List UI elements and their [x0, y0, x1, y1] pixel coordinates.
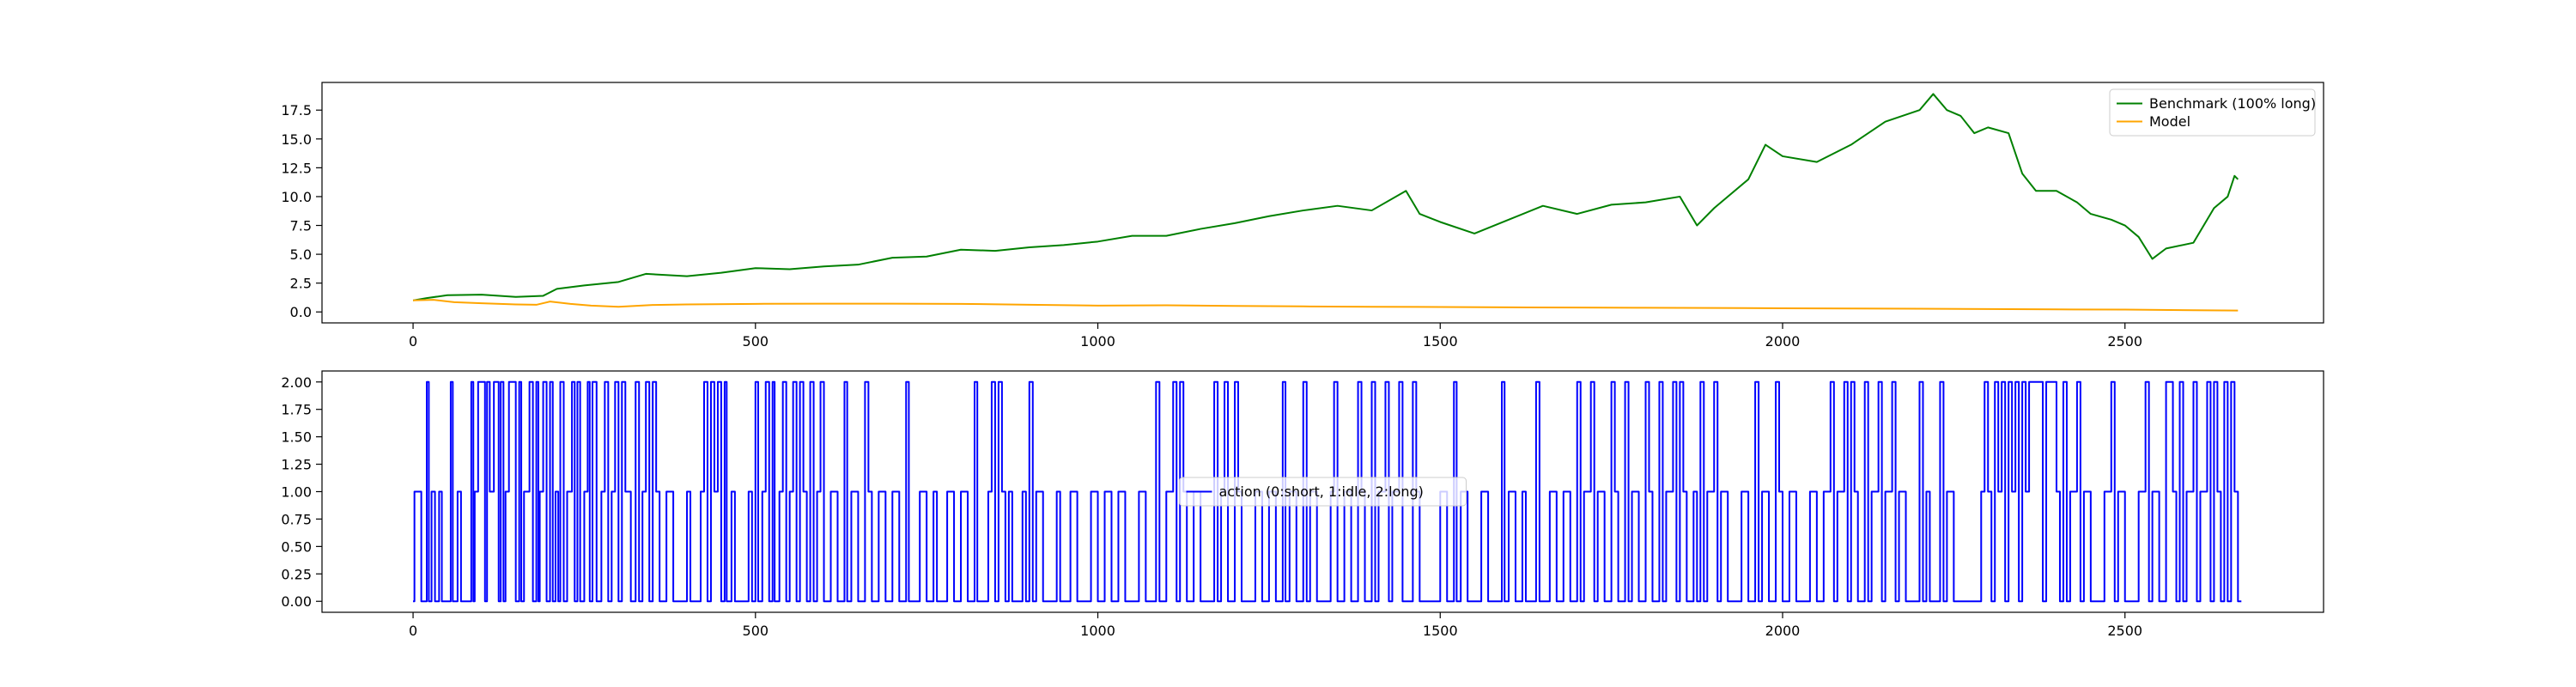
x-tick-label-0-4: 2000: [1765, 333, 1801, 350]
x-tick-label-1-0: 0: [409, 623, 417, 639]
x-tick-label-0-5: 2500: [2107, 333, 2142, 350]
series-line-1-0: [413, 380, 2242, 603]
action-panel: 0 500 1000 1500 2000 2500 0.00 0.25 0.50 0.75 1.00…: [281, 370, 2324, 639]
legend-1: action (0:short, 1:idle, 2:long): [1179, 477, 1467, 507]
x-tick-label-0-1: 500: [743, 333, 769, 350]
axes-frame-0: [321, 82, 2324, 324]
y-tick-label-1-4: 1.00: [281, 484, 312, 501]
legend-box-0: [2109, 88, 2316, 137]
y-tick-label-0-5: 12.5: [281, 160, 312, 176]
y-tick-label-1-2: 0.50: [281, 538, 312, 555]
y-tick-label-0-0: 0.0: [290, 304, 312, 320]
legend-label-1-0: action (0:short, 1:idle, 2:long): [1219, 483, 1424, 500]
y-tick-label-0-6: 15.0: [281, 131, 312, 148]
x-tick-label-1-3: 1500: [1423, 623, 1458, 639]
series-line-0-0: [412, 93, 2239, 301]
x-tick-label-0-2: 1000: [1080, 333, 1115, 350]
y-tick-label-1-6: 1.50: [281, 429, 312, 446]
y-tick-label-1-3: 0.75: [281, 511, 312, 527]
y-tick-label-1-0: 0.00: [281, 593, 312, 610]
legend-label-0-0: Benchmark (100% long): [2149, 95, 2316, 112]
y-tick-label-0-3: 7.5: [290, 218, 312, 234]
y-tick-label-0-1: 2.5: [290, 276, 312, 292]
legend-label-0-1: Model: [2149, 113, 2190, 130]
equity-curve-panel: 0 500 1000 1500 2000 2500 0.0 2.5 5.0 7.5 10.0 12.5…: [281, 82, 2324, 350]
y-tick-label-0-2: 5.0: [290, 246, 312, 263]
series-line-0-1: [413, 299, 2239, 312]
x-tick-label-1-4: 2000: [1765, 623, 1801, 639]
y-tick-label-1-8: 2.00: [281, 374, 312, 391]
x-tick-label-1-2: 1000: [1080, 623, 1115, 639]
y-tick-label-1-1: 0.25: [281, 566, 312, 582]
legend-0: Benchmark (100% long)Model: [2109, 88, 2316, 137]
legend-box-1: [1179, 477, 1467, 507]
y-tick-label-0-7: 17.5: [281, 102, 312, 119]
x-tick-label-0-0: 0: [409, 333, 417, 350]
y-tick-label-1-7: 1.75: [281, 402, 312, 418]
x-tick-label-1-1: 500: [743, 623, 769, 639]
x-tick-label-1-5: 2500: [2107, 623, 2142, 639]
y-tick-label-1-5: 1.25: [281, 457, 312, 473]
y-tick-label-0-4: 10.0: [281, 189, 312, 205]
x-tick-label-0-3: 1500: [1423, 333, 1458, 350]
